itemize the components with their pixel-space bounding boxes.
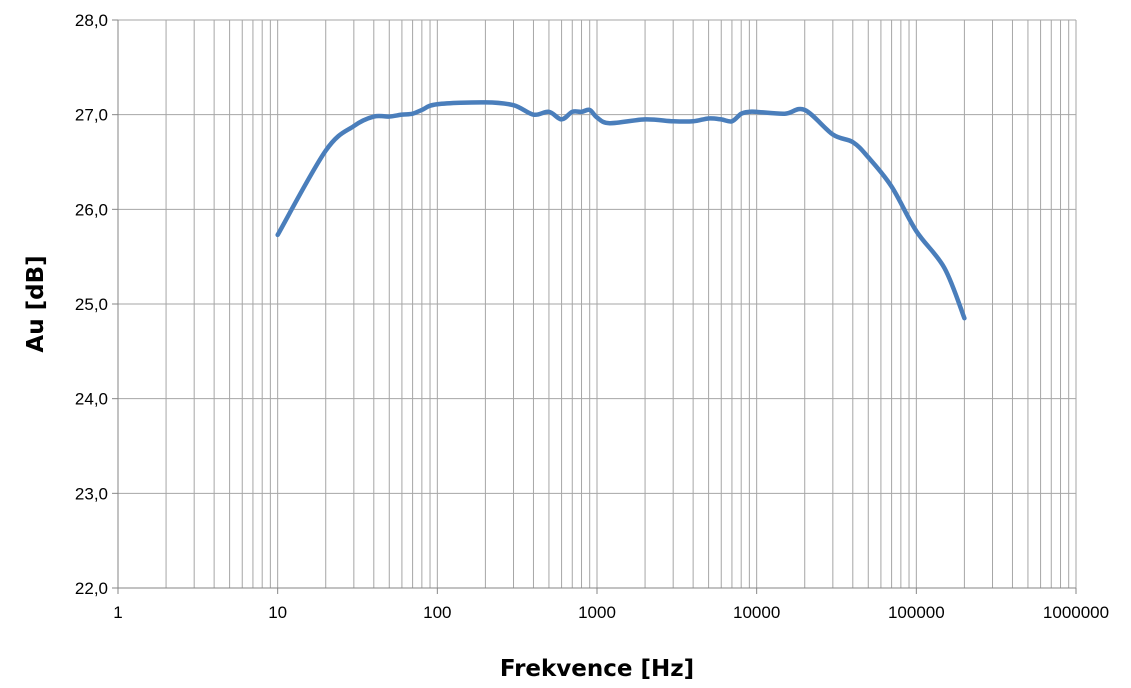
x-tick-label: 1000	[578, 603, 616, 622]
x-tick-labels: 1 10 100 1000 10000 100000 1000000	[113, 603, 1109, 622]
data-point	[559, 117, 564, 122]
y-tick-label: 23,0	[75, 484, 108, 503]
data-point	[531, 112, 536, 117]
data-point	[914, 229, 919, 234]
series-layer	[275, 100, 967, 321]
y-tick-label: 28,0	[75, 11, 108, 30]
data-point	[419, 107, 424, 112]
data-point	[410, 111, 415, 116]
x-axis-title: Frekvence [Hz]	[500, 656, 694, 682]
data-point	[351, 124, 356, 129]
data-point	[387, 114, 392, 119]
data-point	[579, 109, 584, 114]
data-point	[830, 132, 835, 137]
x-tick-label: 100	[423, 603, 451, 622]
x-tick-label: 1	[113, 603, 122, 622]
data-point	[671, 119, 676, 124]
data-point	[483, 100, 488, 105]
data-point	[587, 107, 592, 112]
data-point	[643, 117, 648, 122]
data-point	[889, 184, 894, 189]
axes	[112, 19, 1077, 594]
data-point	[962, 316, 967, 321]
x-tick-label: 100000	[888, 603, 945, 622]
data-point	[399, 112, 404, 117]
data-point	[942, 266, 947, 271]
data-point	[511, 103, 516, 108]
y-tick-label: 26,0	[75, 200, 108, 219]
data-point	[719, 117, 724, 122]
y-tick-label: 25,0	[75, 295, 108, 314]
y-axis-title: Au [dB]	[23, 255, 49, 352]
data-point	[850, 140, 855, 145]
data-point	[739, 111, 744, 116]
y-tick-label: 24,0	[75, 390, 108, 409]
data-point	[782, 111, 787, 116]
data-point	[435, 102, 440, 107]
x-tick-label: 10000	[733, 603, 780, 622]
data-point	[691, 119, 696, 124]
data-point	[275, 232, 280, 237]
y-tick-label: 27,0	[75, 106, 108, 125]
data-point	[570, 109, 575, 114]
data-point	[546, 109, 551, 114]
gridlines	[117, 19, 1077, 589]
data-point	[729, 119, 734, 124]
data-point	[323, 148, 328, 153]
data-point	[595, 115, 600, 120]
data-point	[866, 155, 871, 160]
data-point	[706, 116, 711, 121]
y-tick-labels: 22,0 23,0 24,0 25,0 26,0 27,0 28,0	[75, 11, 108, 598]
data-point	[607, 121, 612, 126]
data-point	[802, 107, 807, 112]
y-tick-label: 22,0	[75, 579, 108, 598]
x-tick-label: 1000000	[1043, 603, 1109, 622]
data-point	[754, 109, 759, 114]
data-point	[747, 109, 752, 114]
data-point	[371, 114, 376, 119]
x-tick-label: 10	[268, 603, 287, 622]
series-line	[275, 100, 967, 321]
